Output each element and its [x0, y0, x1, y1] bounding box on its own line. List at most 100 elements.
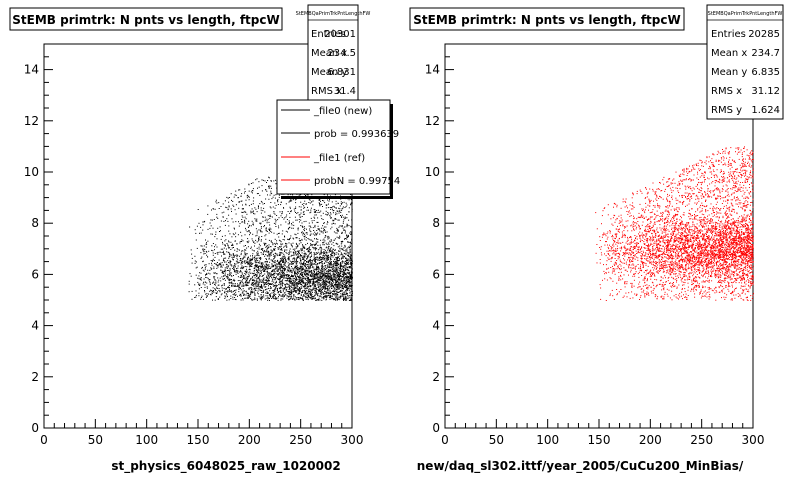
- left-scatter-point: [302, 267, 304, 269]
- left-scatter-point: [331, 264, 333, 266]
- left-scatter-point: [332, 275, 334, 277]
- left-scatter-point: [214, 282, 216, 284]
- left-scatter-point: [250, 278, 252, 280]
- left-scatter-point: [307, 287, 309, 289]
- left-scatter-point: [335, 294, 337, 295]
- left-scatter-point: [239, 255, 241, 257]
- left-scatter-point: [336, 292, 338, 294]
- left-scatter-point: [251, 258, 253, 260]
- left-scatter-point: [291, 262, 293, 264]
- left-scatter-point: [282, 268, 284, 270]
- left-scatter-point: [260, 273, 262, 275]
- left-scatter-point: [249, 280, 251, 282]
- left-scatter-point: [288, 264, 289, 266]
- left-scatter-point: [342, 279, 344, 281]
- left-scatter-point: [350, 285, 352, 287]
- left-scatter-point: [258, 206, 259, 208]
- left-scatter-point: [301, 247, 303, 249]
- left-scatter-point: [293, 268, 295, 270]
- left-scatter-point: [242, 299, 244, 301]
- left-scatter-point: [275, 273, 277, 275]
- left-scatter-point: [265, 289, 267, 290]
- left-scatter-point: [323, 286, 325, 288]
- left-scatter-point: [305, 275, 307, 277]
- left-scatter-point: [287, 228, 289, 230]
- left-scatter-point: [289, 250, 290, 252]
- left-scatter-point: [299, 296, 301, 298]
- left-scatter-point: [342, 256, 344, 258]
- left-scatter-point: [317, 273, 319, 274]
- left-scatter-point: [334, 291, 335, 293]
- left-scatter-point: [317, 294, 319, 296]
- left-scatter-point: [343, 275, 344, 277]
- left-scatter-point: [341, 294, 343, 296]
- left-scatter-point: [274, 202, 276, 204]
- left-scatter-point: [313, 286, 315, 288]
- left-scatter-point: [295, 262, 297, 264]
- left-scatter-point: [309, 288, 311, 290]
- left-scatter-point: [307, 284, 308, 286]
- left-scatter-point: [336, 232, 338, 234]
- left-scatter-point: [348, 219, 350, 221]
- left-scatter-point: [312, 233, 314, 235]
- left-scatter-point: [314, 209, 316, 211]
- left-scatter-point: [283, 272, 285, 274]
- left-scatter-point: [346, 236, 348, 238]
- left-scatter-point: [247, 272, 249, 274]
- left-scatter-point: [333, 289, 335, 291]
- left-scatter-point: [288, 291, 289, 292]
- left-scatter-point: [253, 279, 255, 281]
- left-scatter-point: [250, 210, 252, 212]
- left-scatter-point: [289, 291, 290, 292]
- left-scatter-point: [224, 244, 226, 246]
- left-scatter-point: [307, 251, 309, 253]
- left-scatter-point: [288, 201, 290, 203]
- left-scatter-point: [300, 281, 302, 283]
- left-scatter-point: [313, 287, 315, 289]
- left-scatter-point: [205, 239, 206, 241]
- left-scatter-point: [316, 269, 318, 271]
- left-scatter-point: [294, 274, 296, 276]
- left-scatter-point: [266, 220, 268, 222]
- left-scatter-point: [271, 198, 273, 200]
- left-scatter-point: [189, 273, 191, 275]
- left-scatter-point: [302, 285, 304, 287]
- left-scatter-point: [338, 291, 340, 293]
- left-scatter-point: [308, 289, 310, 291]
- left-scatter-point: [325, 285, 327, 286]
- left-scatter-point: [316, 276, 318, 278]
- left-scatter-point: [188, 280, 190, 282]
- left-scatter-point: [237, 265, 239, 267]
- left-scatter-point: [313, 266, 315, 268]
- left-scatter-point: [335, 270, 337, 272]
- left-scatter-point: [331, 223, 333, 225]
- left-scatter-point: [206, 274, 208, 275]
- left-scatter-point: [250, 292, 252, 294]
- left-scatter-point: [348, 279, 350, 281]
- left-scatter-point: [317, 232, 319, 234]
- left-scatter-point: [213, 281, 214, 283]
- left-scatter-point: [300, 260, 302, 261]
- left-scatter-point: [256, 275, 257, 277]
- left-scatter-point: [235, 294, 237, 296]
- left-scatter-point: [283, 277, 285, 278]
- left-scatter-point: [337, 258, 339, 259]
- left-scatter-point: [230, 298, 232, 299]
- left-scatter-point: [270, 207, 272, 209]
- left-scatter-point: [249, 258, 251, 260]
- left-scatter-point: [294, 260, 296, 262]
- left-scatter-point: [281, 291, 283, 293]
- left-scatter-point: [212, 282, 214, 284]
- left-scatter-point: [348, 297, 350, 299]
- left-scatter-point: [319, 203, 321, 204]
- left-scatter-point: [335, 249, 336, 251]
- left-scatter-point: [311, 259, 313, 261]
- left-scatter-point: [310, 271, 312, 273]
- left-scatter-point: [288, 257, 290, 259]
- left-scatter-point: [280, 258, 282, 260]
- left-scatter-point: [335, 212, 337, 214]
- left-scatter-point: [294, 233, 296, 235]
- left-scatter-point: [329, 207, 331, 208]
- left-scatter-point: [342, 273, 344, 275]
- left-scatter-point: [345, 254, 347, 256]
